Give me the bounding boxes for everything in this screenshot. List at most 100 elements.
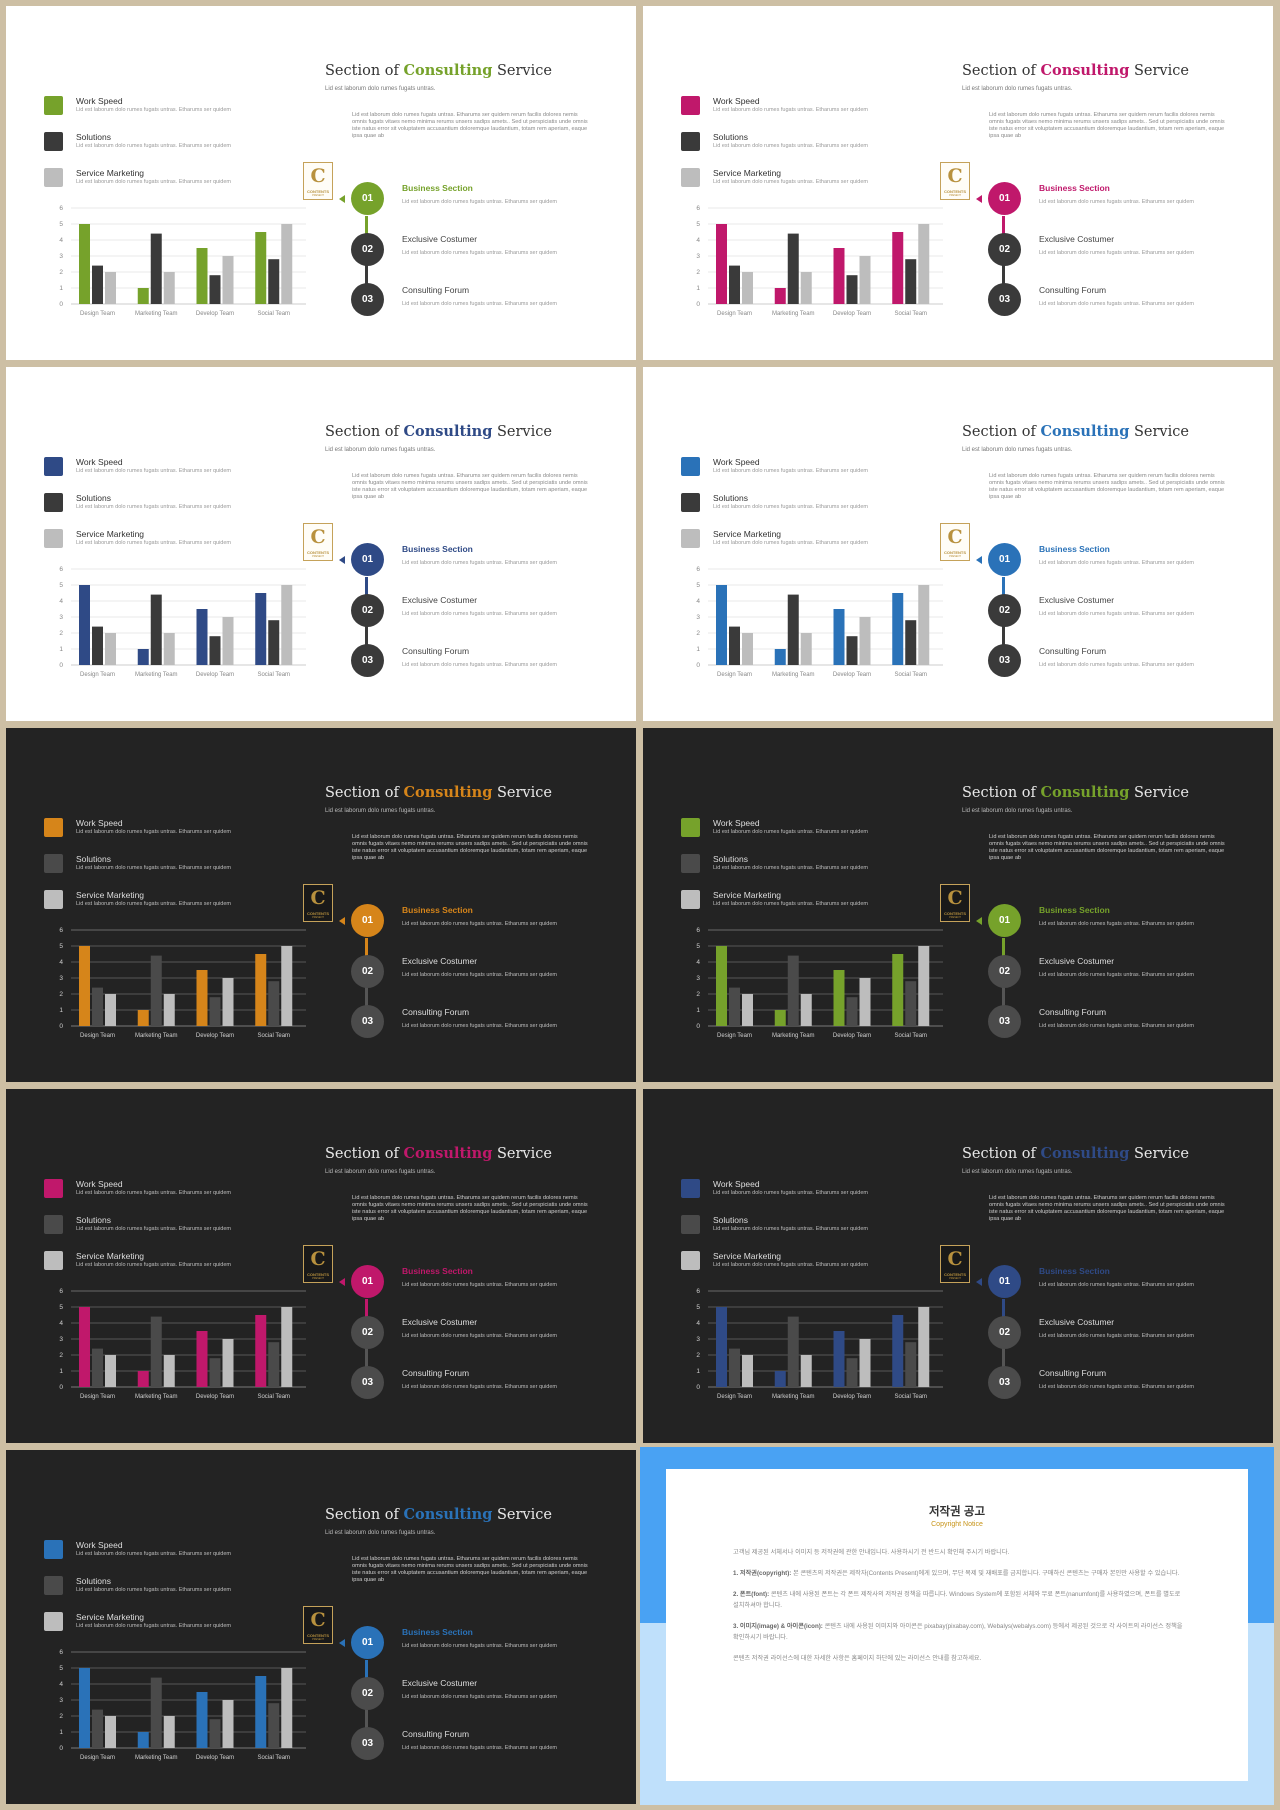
step-desc: Lid est laborum dolo rumes fugats untras… bbox=[402, 972, 557, 978]
legend-swatch bbox=[44, 96, 63, 115]
bar bbox=[833, 248, 845, 304]
y-tick-label: 3 bbox=[59, 253, 63, 260]
legend-desc: Lid est laborum dolo rumes fugats untras… bbox=[76, 179, 231, 185]
legend-label: Solutions bbox=[76, 854, 111, 864]
pointer-arrow-icon bbox=[976, 1278, 982, 1286]
logo-text: CONTENTS bbox=[944, 1272, 966, 1277]
bar bbox=[163, 994, 175, 1026]
legend-label: Solutions bbox=[713, 493, 748, 503]
bar bbox=[918, 946, 930, 1026]
logo-text: CONTENTS bbox=[307, 189, 329, 194]
logo-subtext: PRESENT bbox=[949, 1277, 961, 1280]
bar bbox=[774, 649, 786, 665]
bar bbox=[222, 1700, 234, 1748]
bar-chart: 0 1 2 3 4 5 6 Design Team Marketing Team Develop … bbox=[59, 1288, 306, 1400]
x-tick-label: Marketing Team bbox=[135, 672, 178, 678]
title-suffix: Service bbox=[1129, 785, 1189, 801]
legend-item: Work Speed Lid est laborum dolo rumes fug… bbox=[681, 457, 921, 477]
legend-swatch bbox=[681, 1179, 700, 1198]
bar bbox=[79, 224, 90, 304]
bar bbox=[137, 1010, 149, 1026]
slide-paragraph: Lid est laborum dolo rumes fugats untras… bbox=[352, 1556, 588, 1583]
copyright-notice-slide: 저작권 공고 Copyright Notice 고객님 제공된 서체서나 이미지… bbox=[640, 1447, 1274, 1805]
legend-desc: Lid est laborum dolo rumes fugats untras… bbox=[713, 829, 868, 835]
legend-swatch bbox=[681, 529, 700, 548]
legend-label: Service Marketing bbox=[76, 1612, 145, 1622]
bar bbox=[209, 1719, 221, 1748]
legend-swatch bbox=[681, 818, 700, 837]
title-prefix: Section of bbox=[325, 1146, 404, 1162]
step-desc: Lid est laborum dolo rumes fugats untras… bbox=[402, 1333, 557, 1339]
bar bbox=[268, 1703, 280, 1748]
bar bbox=[800, 994, 812, 1026]
bar bbox=[833, 970, 845, 1026]
logo-text: CONTENTS bbox=[307, 550, 329, 555]
legend-label: Solutions bbox=[713, 854, 748, 864]
slide-paragraph: Lid est laborum dolo rumes fugats untras… bbox=[352, 1195, 588, 1222]
x-tick-label: Social Team bbox=[894, 1394, 927, 1400]
legend-desc: Lid est laborum dolo rumes fugats untras… bbox=[76, 540, 231, 546]
logo-badge: C CONTENTS PRESENT bbox=[303, 162, 333, 200]
y-tick-label: 0 bbox=[59, 1745, 63, 1752]
slide-title: Section of Consulting Service bbox=[325, 62, 552, 79]
bar bbox=[892, 1315, 904, 1387]
slide-paragraph: Lid est laborum dolo rumes fugats untras… bbox=[989, 834, 1225, 861]
title-suffix: Service bbox=[1129, 1146, 1189, 1162]
bar-chart: 0 1 2 3 4 5 6 Design Team Marketing Team Develop … bbox=[696, 927, 943, 1039]
legend-swatch bbox=[44, 1540, 63, 1559]
legend-label: Solutions bbox=[76, 1576, 111, 1586]
notice-intro: 고객님 제공된 서체서나 이미지 등 저작권에 관한 안내입니다. 사용하시기 … bbox=[733, 1549, 1010, 1556]
consulting-slide: Section of Consulting Service Lid est lab… bbox=[643, 6, 1273, 360]
notice-item-font: 2. 폰트(font): 콘텐츠 내에 사용된 폰트는 각 폰트 제작사의 저작… bbox=[733, 1589, 1183, 1611]
bar bbox=[800, 1355, 812, 1387]
step-title: Consulting Forum bbox=[402, 1007, 470, 1017]
bar bbox=[150, 955, 162, 1026]
step-desc: Lid est laborum dolo rumes fugats untras… bbox=[402, 199, 557, 205]
bar bbox=[716, 946, 727, 1026]
step-desc: Lid est laborum dolo rumes fugats untras… bbox=[402, 611, 557, 617]
bar-chart: 0 1 2 3 4 5 6 Design Team Marketing Team Develop … bbox=[696, 1288, 943, 1400]
x-tick-label: Social Team bbox=[894, 672, 927, 678]
y-tick-label: 6 bbox=[696, 566, 700, 573]
step-number-circle: 02 bbox=[988, 1316, 1021, 1349]
logo-text: CONTENTS bbox=[944, 189, 966, 194]
bar bbox=[79, 1307, 90, 1387]
bar bbox=[150, 1677, 162, 1748]
consulting-slide: Section of Consulting Service Lid est lab… bbox=[6, 6, 636, 360]
step-number-circle: 02 bbox=[351, 955, 384, 988]
y-tick-label: 3 bbox=[696, 1336, 700, 1343]
timeline-line-accent bbox=[1002, 938, 1005, 956]
slide-subtitle: Lid est laborum dolo rumes fugats untras… bbox=[325, 86, 436, 92]
slide-subtitle: Lid est laborum dolo rumes fugats untras… bbox=[962, 808, 1073, 814]
bar-chart: 0 1 2 3 4 5 6 Design Team Marketing Team Develop … bbox=[696, 566, 943, 678]
title-accent: Consulting bbox=[1040, 62, 1130, 79]
x-tick-label: Design Team bbox=[80, 311, 115, 317]
bar bbox=[209, 636, 221, 665]
legend-desc: Lid est laborum dolo rumes fugats untras… bbox=[76, 1262, 231, 1268]
step-title: Exclusive Costumer bbox=[402, 1317, 478, 1327]
bar bbox=[859, 256, 871, 304]
legend-item: Solutions Lid est laborum dolo rumes fuga… bbox=[44, 1215, 284, 1235]
legend-swatch bbox=[44, 168, 63, 187]
bar bbox=[846, 636, 858, 665]
bar bbox=[905, 1342, 917, 1387]
consulting-slide: Section of Consulting Service Lid est lab… bbox=[643, 1089, 1273, 1443]
legend-desc: Lid est laborum dolo rumes fugats untras… bbox=[76, 143, 231, 149]
notice-body: 고객님 제공된 서체서나 이미지 등 저작권에 관한 안내입니다. 사용하시기 … bbox=[733, 1547, 1183, 1674]
legend-item: Solutions Lid est laborum dolo rumes fuga… bbox=[681, 854, 921, 874]
logo-subtext: PRESENT bbox=[312, 555, 324, 558]
legend-swatch bbox=[44, 818, 63, 837]
y-tick-label: 5 bbox=[696, 943, 700, 950]
step-desc: Lid est laborum dolo rumes fugats untras… bbox=[402, 1643, 557, 1649]
step-title: Business Section bbox=[1039, 905, 1110, 915]
step-number-circle: 01 bbox=[988, 182, 1021, 215]
logo-subtext: PRESENT bbox=[312, 194, 324, 197]
y-tick-label: 4 bbox=[59, 959, 63, 966]
bar bbox=[79, 946, 90, 1026]
step-desc: Lid est laborum dolo rumes fugats untras… bbox=[402, 560, 557, 566]
logo-subtext: PRESENT bbox=[312, 1277, 324, 1280]
bar bbox=[209, 1358, 221, 1387]
y-tick-label: 4 bbox=[696, 1320, 700, 1327]
step-title: Exclusive Costumer bbox=[402, 595, 478, 605]
legend-swatch bbox=[681, 890, 700, 909]
